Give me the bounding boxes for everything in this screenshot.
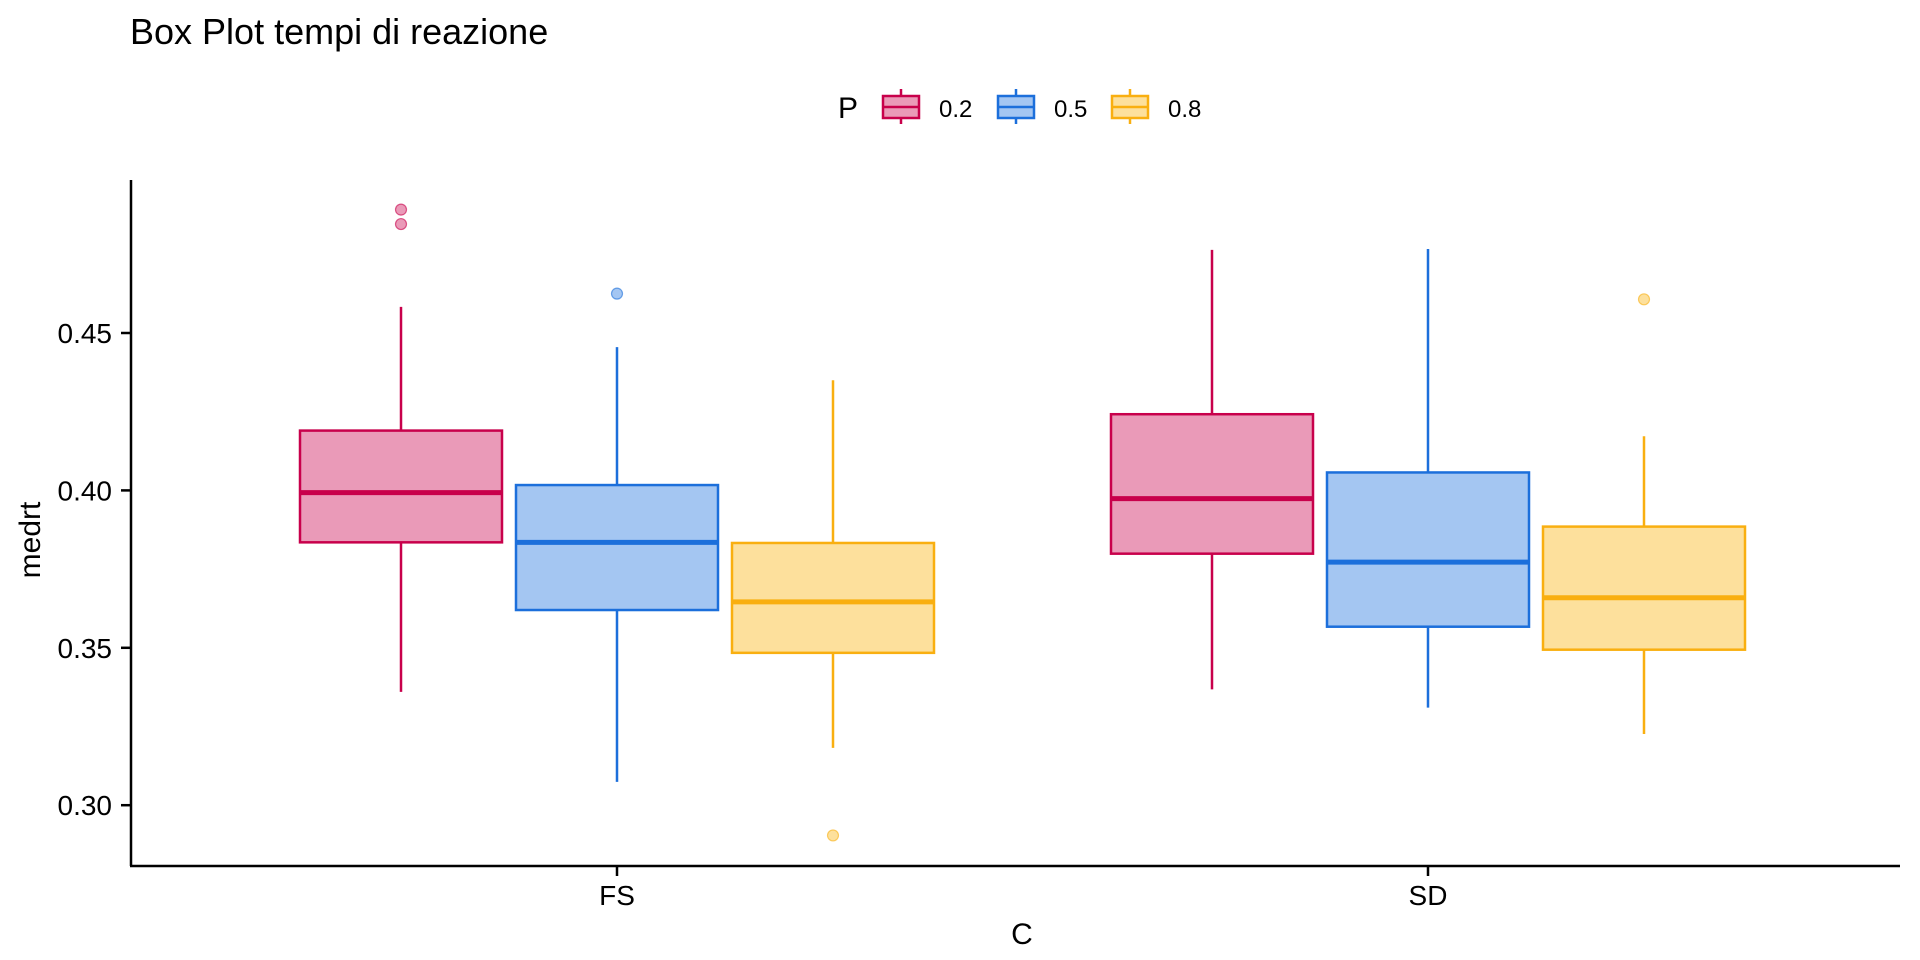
- legend: P 0.2 0.5 0.8: [838, 89, 1201, 125]
- outlier-point: [1637, 293, 1651, 306]
- box-body: [1325, 471, 1531, 628]
- y-tick-label: 0.45: [58, 318, 113, 349]
- box-SD-0.2: [1109, 249, 1315, 690]
- x-tick-label: SD: [1409, 880, 1448, 911]
- legend-label: 0.8: [1168, 96, 1201, 123]
- chart-title: Box Plot tempi di reazione: [130, 11, 548, 52]
- box-SD-0.8: [1541, 293, 1747, 735]
- box-body: [1109, 412, 1315, 555]
- y-ticks: 0.30 0.35 0.40 0.45: [58, 318, 131, 821]
- box-body: [730, 541, 936, 655]
- outlier-point: [826, 829, 840, 842]
- box-body: [1541, 525, 1747, 651]
- y-tick-label: 0.40: [58, 475, 113, 506]
- y-tick-label: 0.35: [58, 633, 113, 664]
- outlier-point: [394, 217, 408, 231]
- x-ticks: FS SD: [599, 866, 1447, 911]
- legend-item-0.8: 0.8: [1110, 89, 1201, 124]
- legend-item-0.5: 0.5: [996, 89, 1087, 124]
- box-SD-0.5: [1325, 248, 1531, 708]
- boxes: [298, 203, 1747, 842]
- legend-label: 0.2: [939, 96, 972, 123]
- box-body: [514, 483, 720, 612]
- box-FS-0.8: [730, 380, 936, 842]
- y-tick-label: 0.30: [58, 790, 113, 821]
- legend-title: P: [838, 92, 858, 125]
- box-body: [298, 429, 504, 544]
- legend-label: 0.5: [1054, 96, 1087, 123]
- box-FS-0.5: [514, 287, 720, 782]
- x-axis-label: C: [1011, 918, 1033, 951]
- x-tick-label: FS: [599, 880, 635, 911]
- outlier-point: [610, 287, 624, 300]
- outlier-point: [394, 203, 408, 216]
- plot-area: 0.30 0.35 0.40 0.45 FS SD: [58, 180, 1900, 911]
- box-FS-0.2: [298, 203, 504, 692]
- y-axis-label: medrt: [14, 501, 47, 578]
- legend-item-0.2: 0.2: [881, 89, 972, 124]
